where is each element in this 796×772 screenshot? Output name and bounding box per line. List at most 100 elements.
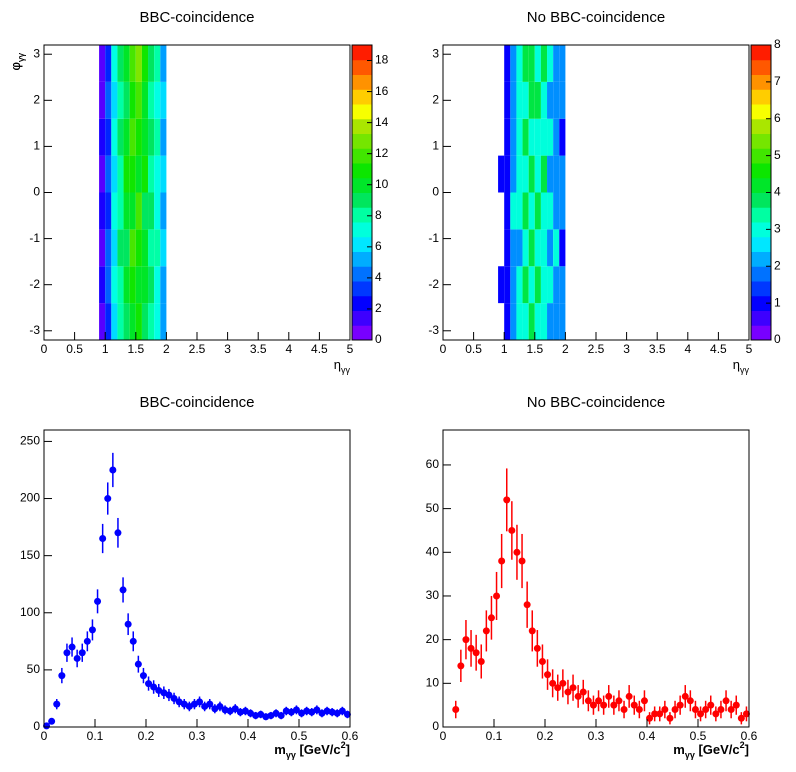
y-tick-label: 2 <box>432 92 439 106</box>
heatmap-cell <box>99 266 106 304</box>
heatmap-cell <box>148 192 155 230</box>
heatmap-cell <box>534 303 541 340</box>
x-axis-label-part: 2 <box>740 740 745 750</box>
colorbar-step <box>751 89 771 105</box>
data-point <box>737 714 745 722</box>
heatmap-cell <box>105 155 112 193</box>
heatmap-cell <box>547 118 554 156</box>
colorbar-step <box>352 295 372 311</box>
heatmap-cell <box>141 266 149 304</box>
x-axis-label-part: m <box>673 742 685 757</box>
x-axis-label-part: [GeV/c <box>296 742 341 757</box>
heatmap-cell <box>154 266 161 304</box>
heatmap-cell <box>510 303 517 340</box>
x-tick-label: 3 <box>224 342 231 356</box>
heatmap-cell <box>504 155 511 193</box>
plot-frame <box>43 429 351 728</box>
x-tick-label: 1 <box>102 342 109 356</box>
y-tick-label: -3 <box>29 323 40 337</box>
colorbar-step <box>352 148 372 164</box>
data-point <box>487 614 495 622</box>
y-tick-label: 250 <box>20 434 40 448</box>
data-point <box>78 649 86 657</box>
heatmap-cell <box>540 45 548 82</box>
data-point <box>467 644 475 652</box>
heatmap-cell <box>516 45 523 82</box>
heatmap-cell <box>111 192 118 230</box>
colorbar-step <box>352 325 372 341</box>
data-point <box>717 706 725 714</box>
heatmap-cell <box>99 155 106 193</box>
data-point <box>518 557 526 565</box>
colorbar-step <box>352 118 372 134</box>
heatmap-cell <box>504 192 511 230</box>
y-tick-label: -2 <box>29 277 40 291</box>
x-tick-label: 4 <box>285 342 292 356</box>
heatmap-cell <box>553 118 560 156</box>
heatmap-cell <box>516 118 523 156</box>
data-point <box>554 684 562 692</box>
heatmap-cell <box>510 45 517 82</box>
x-axis-label-part: γγ <box>740 365 750 375</box>
data-point <box>231 705 239 713</box>
data-point <box>656 710 664 718</box>
heatmap-cell <box>129 229 136 267</box>
data-point <box>635 706 643 714</box>
heatmap-cell <box>547 192 554 230</box>
heatmap-cell <box>135 229 142 267</box>
heatmap-cell <box>111 229 118 267</box>
heatmap-cell <box>510 192 517 230</box>
colorbar-step <box>751 177 771 193</box>
heatmap-cell <box>105 303 112 340</box>
heatmap-cell <box>111 118 118 156</box>
data-point <box>742 710 750 718</box>
heatmap-cell <box>504 229 511 267</box>
y-tick-label: -3 <box>428 323 439 337</box>
data-point <box>452 706 460 714</box>
x-tick-label: 0.5 <box>690 729 707 743</box>
x-tick-label: 2.5 <box>189 342 206 356</box>
colorbar-step <box>352 133 372 149</box>
colorbar-step <box>352 89 372 105</box>
heatmap-cell <box>528 266 535 304</box>
heatmap-cell <box>154 229 161 267</box>
x-axis-label-part: ] <box>745 742 749 757</box>
plot-frame <box>43 44 351 341</box>
x-tick-label: 4.5 <box>311 342 328 356</box>
colorbar-step <box>751 148 771 164</box>
data-point <box>707 701 715 709</box>
heatmap-cell <box>135 303 142 340</box>
data-point <box>104 495 112 503</box>
heatmap-cell <box>141 81 149 119</box>
heatmap-cell <box>540 229 548 267</box>
x-tick-label: 5 <box>746 342 753 356</box>
heatmap-cell <box>559 155 566 193</box>
heatmap-cell <box>148 45 155 82</box>
x-tick-label: 3.5 <box>250 342 267 356</box>
data-point <box>457 662 465 670</box>
colorbar-step <box>751 74 771 90</box>
heatmap-cell <box>547 81 554 119</box>
data-point <box>681 692 689 700</box>
colorbar-step <box>352 163 372 179</box>
data-point <box>313 706 321 714</box>
heatmap-cell <box>559 229 566 267</box>
data-point <box>702 706 710 714</box>
colorbar-step <box>751 236 771 252</box>
heatmap-cell <box>547 45 554 82</box>
heatmap-cell <box>559 192 566 230</box>
data-point <box>114 529 122 537</box>
data-point <box>477 657 485 665</box>
data-point <box>99 535 107 543</box>
heatmap-cell <box>504 118 511 156</box>
data-point <box>712 710 720 718</box>
data-point <box>196 698 204 706</box>
heatmap-cell <box>553 45 560 82</box>
y-tick-label: -1 <box>29 231 40 245</box>
colorbar-step <box>751 192 771 208</box>
heatmap-cell <box>547 155 554 193</box>
colorbar-step <box>352 104 372 120</box>
colorbar-step <box>352 281 372 297</box>
data-point <box>513 548 521 556</box>
